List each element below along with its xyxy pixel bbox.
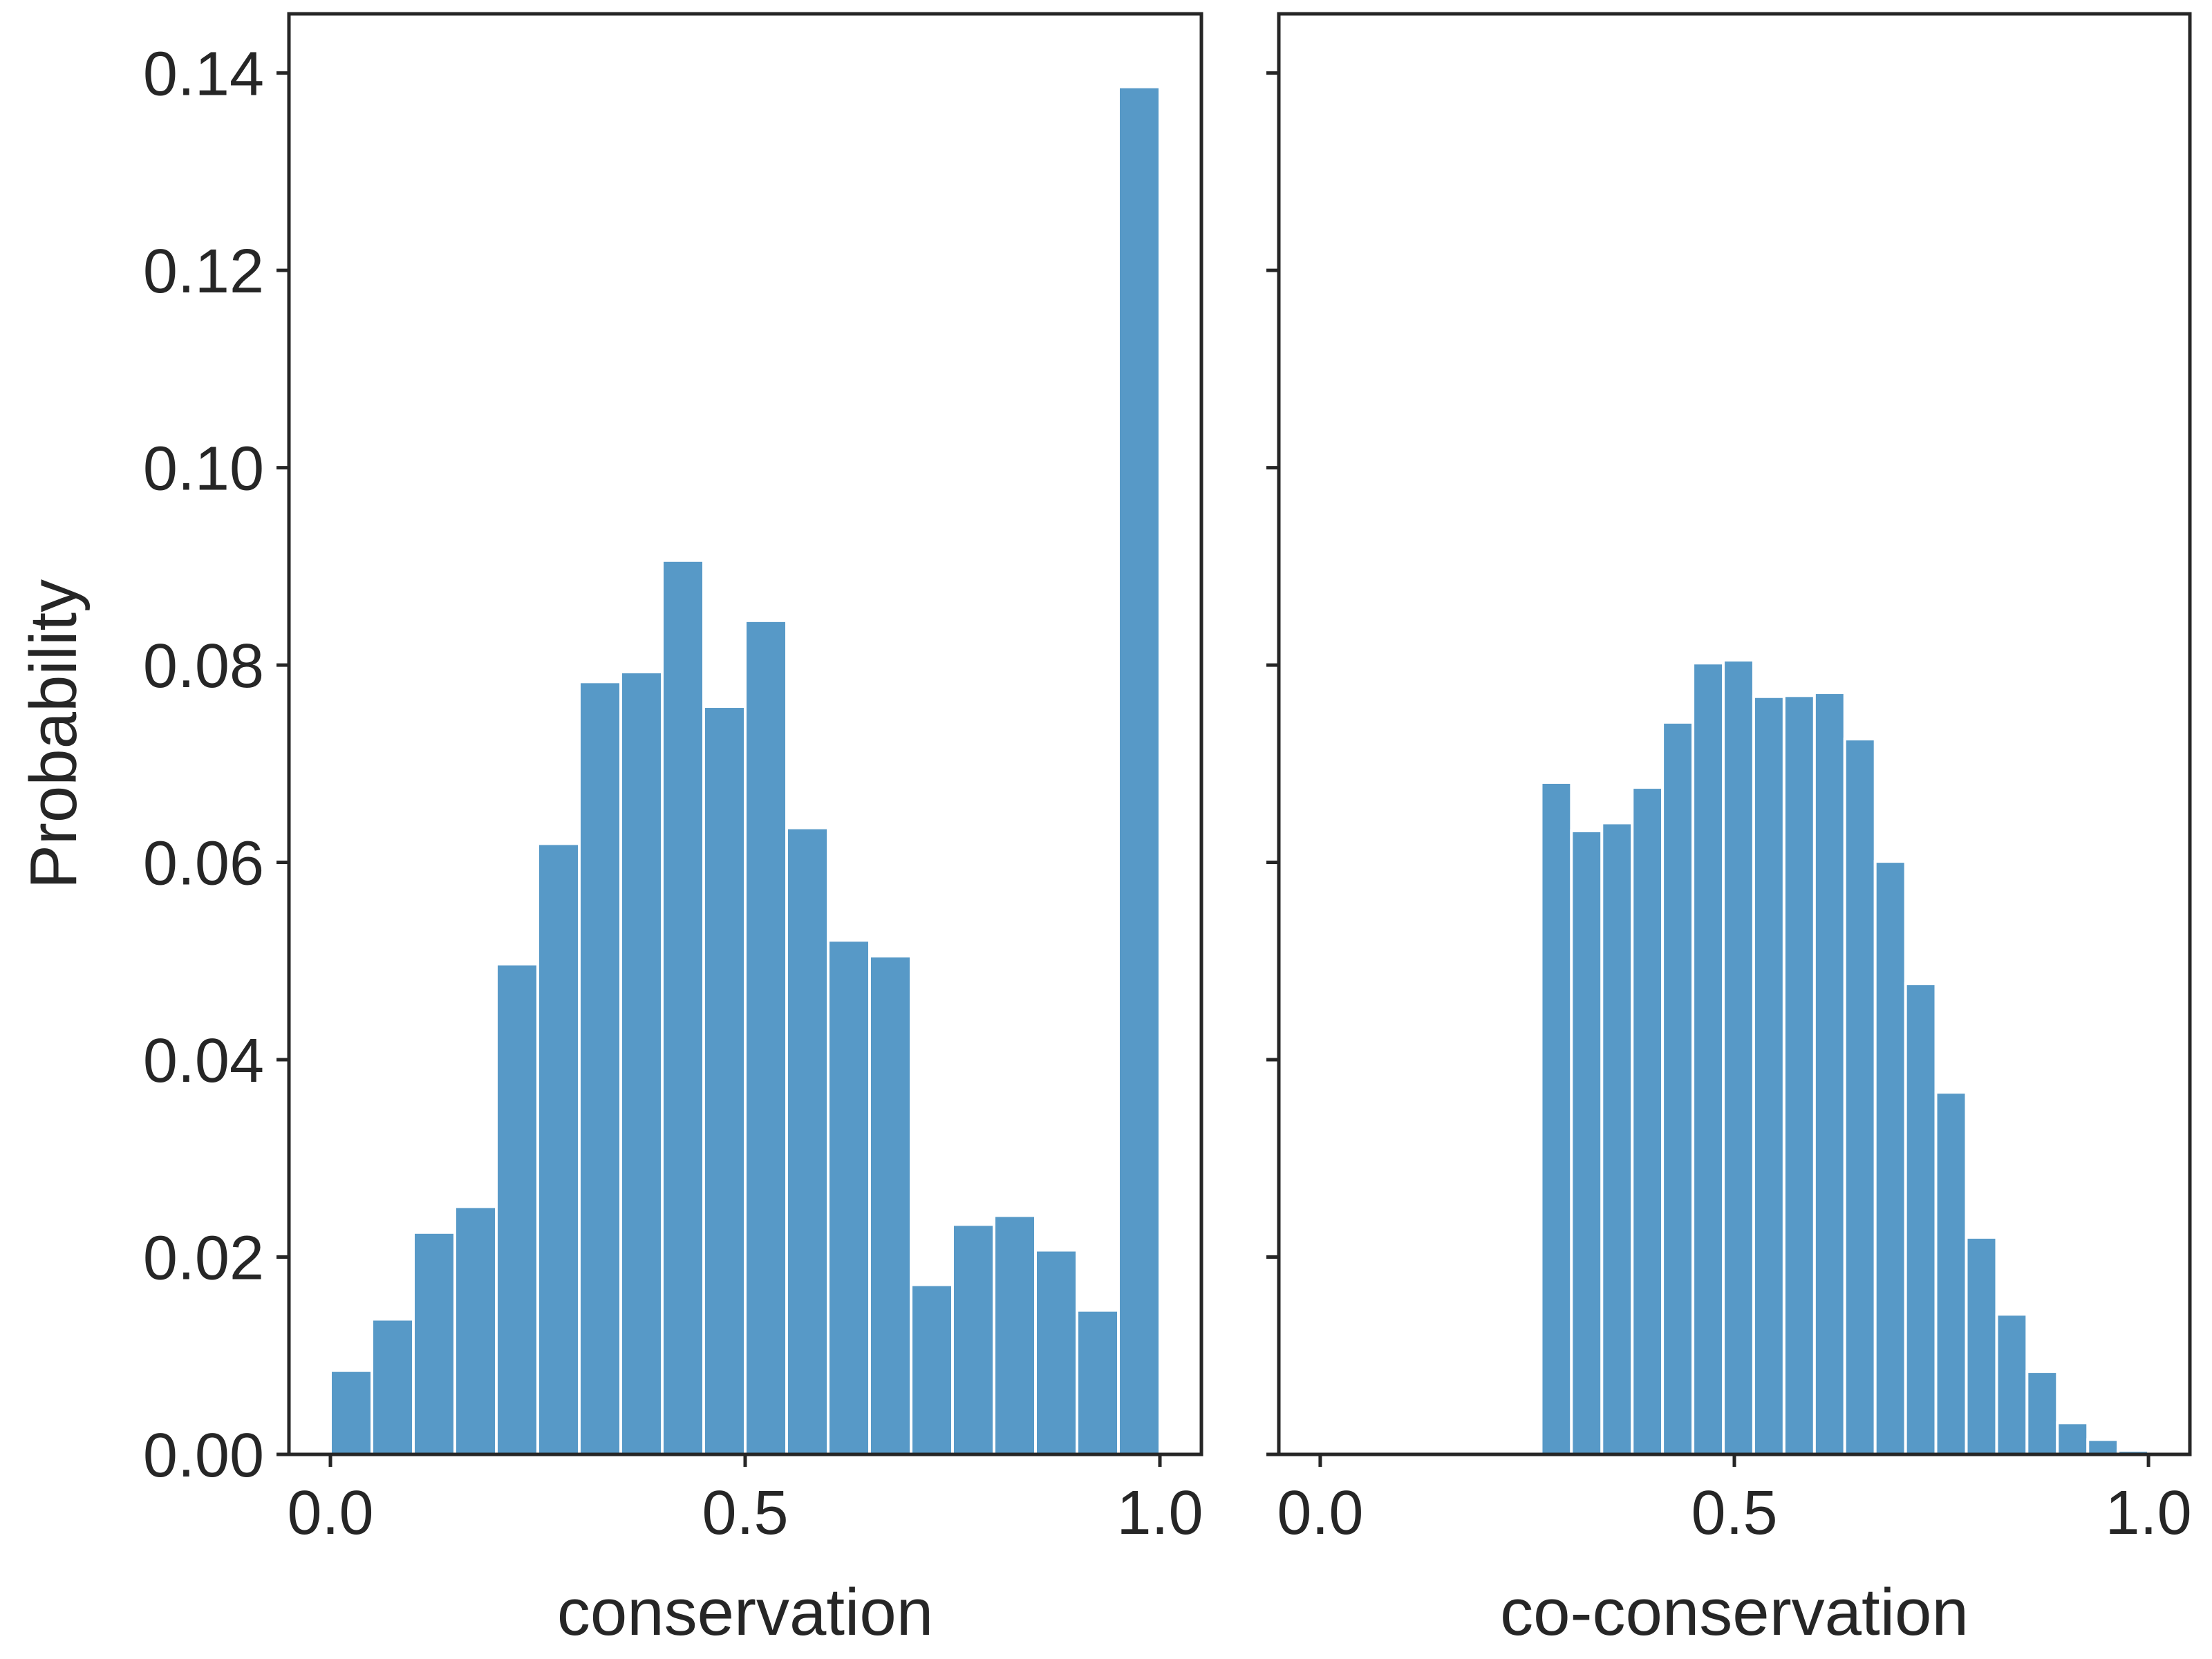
left-histogram-bar bbox=[536, 842, 581, 1456]
right-histogram-bar bbox=[2025, 1370, 2059, 1456]
right-histogram-bar bbox=[1995, 1313, 2029, 1456]
left-histogram-bar bbox=[661, 559, 705, 1456]
right-histogram-bar bbox=[1843, 738, 1877, 1456]
left-y-tick-label: 0.00 bbox=[143, 1421, 264, 1490]
left-histogram-bar bbox=[495, 962, 539, 1456]
left-histogram-bar bbox=[578, 680, 622, 1456]
left-x-tick-label: 0.0 bbox=[287, 1479, 373, 1548]
right-histogram-bar bbox=[1722, 658, 1755, 1456]
left-ticks: 0.0 0.5 1.0 0.00 0.02 0.04 0.06 0.08 0.10 0.12 0.1… bbox=[143, 40, 1203, 1548]
left-x-tick-label: 0.5 bbox=[702, 1479, 788, 1548]
right-histogram-bar bbox=[1934, 1091, 1968, 1456]
right-axes-frame bbox=[1277, 12, 2192, 1456]
left-bars bbox=[329, 85, 1161, 1456]
right-histogram-bar bbox=[1965, 1235, 1998, 1456]
left-histogram-bar bbox=[371, 1318, 415, 1456]
left-y-tick-label: 0.12 bbox=[143, 237, 264, 306]
left-y-tick-label: 0.08 bbox=[143, 632, 264, 701]
right-x-tick-label: 1.0 bbox=[2106, 1479, 2192, 1548]
left-y-tick-label: 0.06 bbox=[143, 830, 264, 899]
left-histogram-bar bbox=[868, 955, 912, 1456]
left-histogram-bar bbox=[412, 1230, 456, 1456]
left-histogram-bar bbox=[329, 1369, 373, 1456]
left-y-tick-label: 0.04 bbox=[143, 1027, 264, 1096]
right-histogram-bar bbox=[1539, 780, 1573, 1456]
left-histogram-bar bbox=[1117, 85, 1161, 1456]
right-histogram-bar bbox=[1752, 695, 1785, 1456]
right-histogram-bar bbox=[2086, 1438, 2120, 1456]
right-histogram-bar bbox=[1661, 720, 1695, 1456]
left-panel: 0.0 0.5 1.0 0.00 0.02 0.04 0.06 0.08 0.10 0.12 0.1… bbox=[17, 12, 1203, 1649]
right-histogram-bar bbox=[1782, 694, 1816, 1456]
left-histogram-bar bbox=[1076, 1309, 1120, 1456]
left-x-axis-label: conservation bbox=[557, 1575, 933, 1649]
left-histogram-bar bbox=[785, 826, 830, 1456]
left-histogram-bar bbox=[1034, 1248, 1078, 1456]
right-histogram-bar bbox=[1570, 829, 1604, 1456]
left-histogram-bar bbox=[910, 1283, 954, 1456]
right-bars bbox=[1539, 658, 2150, 1456]
left-x-tick-label: 1.0 bbox=[1116, 1479, 1203, 1548]
right-histogram-bar bbox=[1691, 662, 1725, 1456]
left-y-tick-label: 0.02 bbox=[143, 1224, 264, 1293]
right-x-axis-label: co-conservation bbox=[1500, 1575, 1969, 1649]
left-histogram-bar bbox=[993, 1214, 1037, 1456]
left-y-tick-label: 0.10 bbox=[143, 435, 264, 504]
right-ticks: 0.0 0.5 1.0 bbox=[1266, 71, 2192, 1548]
right-x-tick-label: 0.0 bbox=[1277, 1479, 1363, 1548]
right-histogram-bar bbox=[1812, 691, 1846, 1456]
left-histogram-bar bbox=[827, 939, 871, 1456]
left-y-axis-label: Probability bbox=[17, 579, 91, 889]
left-histogram-bar bbox=[453, 1205, 498, 1456]
left-histogram-bar bbox=[702, 705, 747, 1456]
right-panel: 0.0 0.5 1.0 co-conservation bbox=[1266, 12, 2192, 1649]
right-histogram-bar bbox=[1904, 982, 1938, 1456]
right-histogram-bar bbox=[1631, 786, 1665, 1456]
right-histogram-bar bbox=[2056, 1421, 2090, 1456]
left-histogram-bar bbox=[951, 1223, 995, 1456]
right-histogram-bar bbox=[1600, 821, 1634, 1456]
left-histogram-bar bbox=[619, 671, 664, 1456]
right-x-tick-label: 0.5 bbox=[1691, 1479, 1777, 1548]
left-axes-frame bbox=[287, 12, 1203, 1456]
left-histogram-bar bbox=[744, 619, 788, 1456]
left-y-tick-label: 0.14 bbox=[143, 40, 264, 109]
right-histogram-bar bbox=[1873, 860, 1907, 1456]
